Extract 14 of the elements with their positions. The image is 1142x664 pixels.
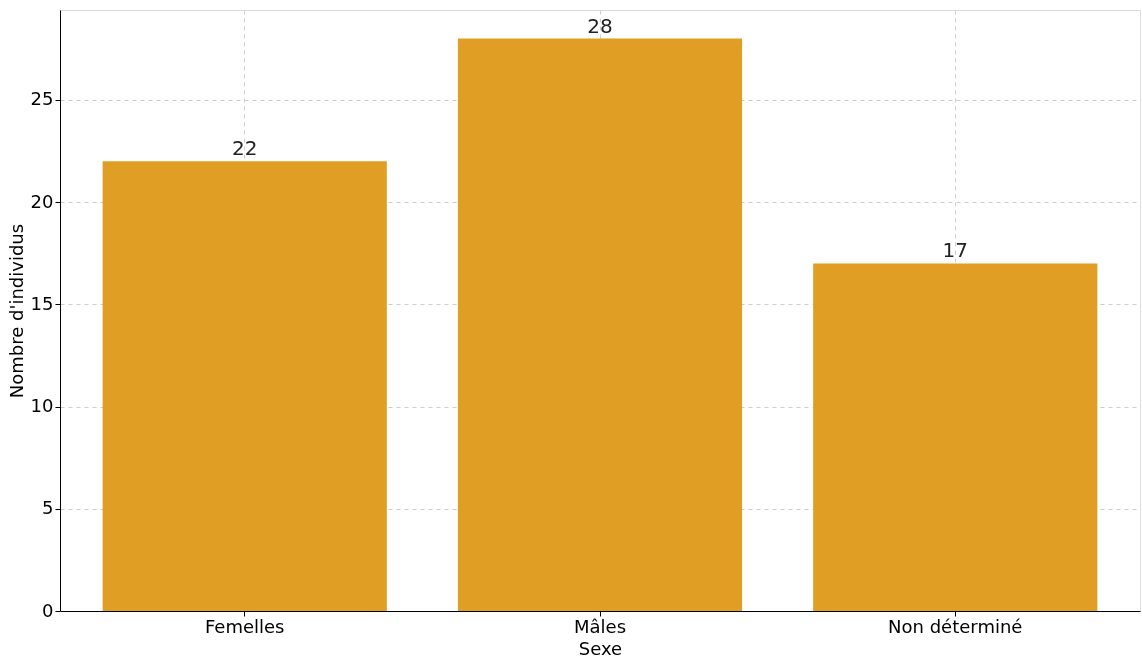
x-tick-label: Femelles (204, 615, 285, 637)
x-axis-title: Sexe (578, 637, 623, 659)
y-tick-label: 5 (42, 497, 54, 519)
x-tick-label: Mâles (573, 615, 627, 637)
y-axis-title: Nombre d'individus (5, 223, 27, 399)
data-label: 28 (587, 13, 613, 38)
y-tick-label: 25 (30, 88, 54, 110)
y-tick-label: 0 (42, 599, 54, 621)
y-tick-label: 15 (30, 292, 54, 314)
y-tick-label: 20 (30, 190, 54, 212)
data-label: 17 (942, 238, 968, 263)
data-label: 22 (232, 136, 258, 161)
x-tick-label: Non déterminé (888, 615, 1023, 637)
y-tick-label: 10 (30, 395, 54, 417)
